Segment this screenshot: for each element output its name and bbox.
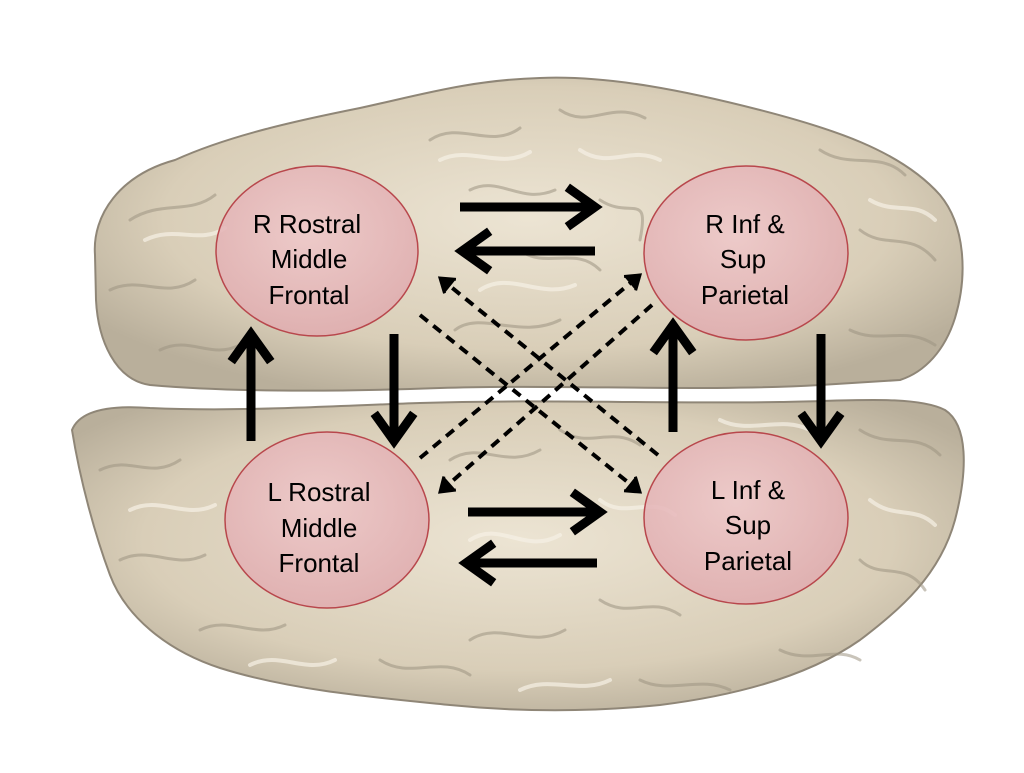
arrow-shaft-dashed [441, 303, 654, 491]
brain-gyrus-highlight [478, 280, 577, 292]
brain-gyrus-highlight [868, 498, 937, 527]
arrowhead [564, 183, 603, 231]
node-label-line: Sup [725, 510, 771, 540]
arrowhead [458, 539, 497, 587]
node-label-line: Middle [281, 513, 358, 543]
brain-gyrus-highlight [468, 531, 562, 544]
brain-gyrus-shadow [198, 623, 287, 632]
connections-layer [227, 183, 845, 587]
arrowhead [569, 488, 608, 536]
node-label-line: Frontal [279, 548, 360, 578]
brain-gyrus-shadow [128, 193, 217, 222]
arrow-r-rostral-to-l-rostral [370, 334, 418, 449]
node-circle [643, 165, 849, 341]
brain-gyrus-shadow [98, 458, 182, 472]
brain-gyrus-shadow [448, 448, 542, 462]
arrow-l-rostral-to-l-parietal [468, 488, 608, 536]
arrow-r-parietal-to-l-parietal [797, 334, 845, 449]
brain-gyrus-highlight [248, 658, 337, 667]
arrow-l-rostral-to-r-parietal [418, 273, 643, 460]
brain-gyrus-shadow [778, 648, 862, 662]
brain-gyrus-highlight [128, 503, 217, 512]
brain-gyrus-highlight [143, 226, 227, 242]
arrow-l-parietal-to-l-rostral [458, 539, 597, 587]
node-circle [224, 431, 430, 609]
brain-gyrus-shadow [598, 598, 682, 617]
brain-gyrus-shadow [428, 126, 522, 142]
node-label-line: Parietal [701, 280, 789, 310]
arrow-r-rostral-to-l-parietal [418, 313, 643, 494]
arrowhead [649, 317, 697, 356]
node-l-rostral-middle-frontal: L Rostral Middle Frontal [224, 431, 430, 609]
brain-gyrus-shadow [378, 658, 472, 677]
brain-gyrus-highlight [518, 678, 612, 692]
node-circle [215, 165, 419, 337]
arrow-l-rostral-to-r-rostral [227, 326, 275, 441]
arrowhead [623, 476, 643, 494]
brain-gyrus-shadow [848, 328, 937, 347]
brain-gyrus-shadow [468, 628, 567, 642]
brain-gyrus-shadow [598, 198, 645, 242]
arrow-shaft-dashed [418, 276, 639, 460]
brain-gyrus-shadow [118, 553, 207, 562]
brain-gyrus-shadow [468, 184, 557, 196]
brain-gyrus-highlight [868, 198, 937, 222]
brain-gyrus-highlight [438, 150, 532, 162]
arrow-r-parietal-to-r-rostral [454, 227, 595, 275]
arrow-shaft-dashed [418, 313, 639, 492]
arrowhead [454, 227, 493, 275]
brain-gyrus-shadow [818, 148, 907, 177]
node-label-line: R Rostral [253, 209, 361, 239]
arrow-shaft-dashed [441, 278, 660, 457]
node-label-line: R Inf & [705, 209, 784, 239]
node-label-line: Frontal [269, 280, 350, 310]
brain-gyrus-highlight [718, 418, 812, 432]
arrowhead [370, 410, 418, 449]
arrowhead [437, 276, 457, 294]
node-label-line: L Inf & [711, 475, 785, 505]
arrow-l-parietal-to-r-rostral [437, 276, 660, 457]
node-label-line: Parietal [704, 546, 792, 576]
node-r-rostral-middle-frontal: R Rostral Middle Frontal [215, 165, 419, 337]
arrowhead [227, 326, 275, 365]
brain-gyrus-shadow [858, 228, 937, 262]
arrow-r-parietal-to-l-rostral [438, 303, 654, 494]
node-label-line: Sup [720, 244, 766, 274]
brain-gyrus-shadow [158, 343, 242, 352]
node-label-line: Middle [271, 244, 348, 274]
arrow-r-rostral-to-r-parietal [460, 183, 603, 231]
brain-gyrus-shadow [453, 318, 562, 332]
node-l-inf-sup-parietal: L Inf & Sup Parietal [643, 431, 849, 605]
brain-gyrus-shadow [858, 428, 942, 457]
brain-gyrus-shadow [558, 108, 647, 120]
arrowhead [623, 273, 643, 291]
brain-gyrus-shadow [858, 558, 927, 592]
arrowhead [797, 410, 845, 449]
node-label-line: L Rostral [267, 477, 370, 507]
brain-gyrus-shadow [108, 278, 197, 292]
arrow-l-parietal-to-r-parietal [649, 317, 697, 432]
node-r-inf-sup-parietal: R Inf & Sup Parietal [643, 165, 849, 341]
brain-gyrus-shadow [638, 678, 732, 692]
brain-gyrus-highlight [578, 148, 662, 162]
arrowhead [438, 476, 457, 494]
node-circle [643, 431, 849, 605]
